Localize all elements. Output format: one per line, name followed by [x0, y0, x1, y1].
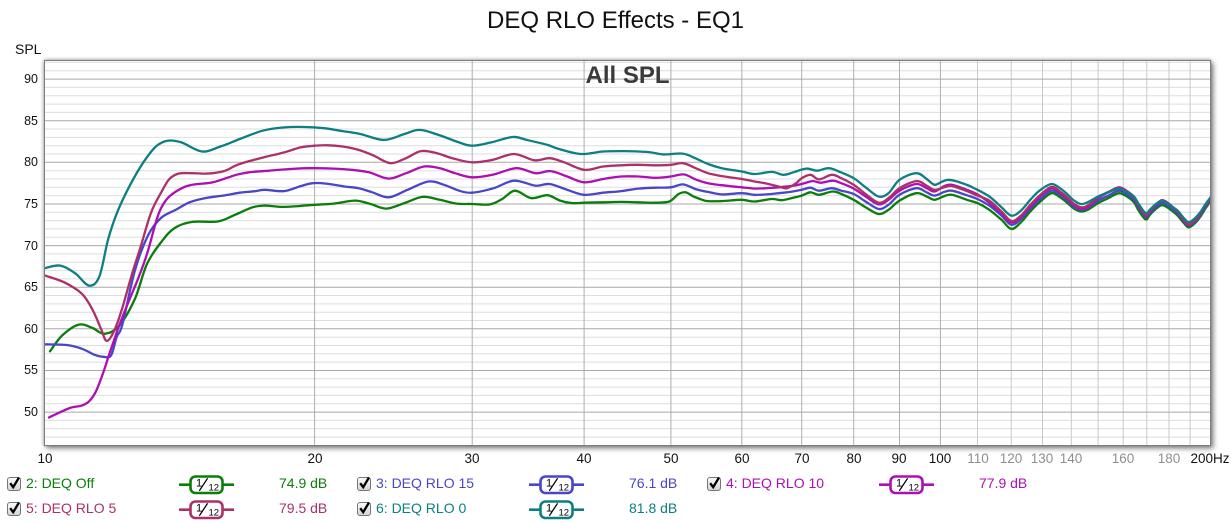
svg-text:1: 1: [546, 478, 552, 490]
svg-text:12: 12: [209, 508, 220, 519]
svg-text:1: 1: [546, 503, 552, 515]
svg-text:1: 1: [896, 478, 902, 490]
svg-text:12: 12: [559, 483, 570, 494]
svg-text:12: 12: [909, 483, 920, 494]
svg-text:1: 1: [196, 503, 202, 515]
svg-text:1: 1: [196, 478, 202, 490]
svg-text:12: 12: [559, 508, 570, 519]
svg-text:12: 12: [209, 483, 220, 494]
